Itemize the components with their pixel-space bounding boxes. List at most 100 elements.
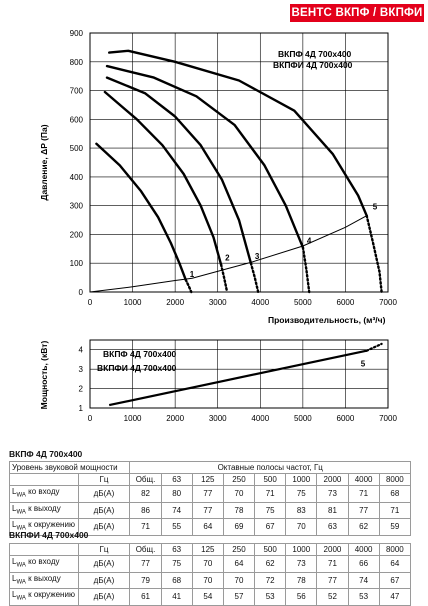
y-tick-label: 200: [70, 230, 84, 239]
row-value-cell: 68: [378, 485, 412, 503]
row-value-cell: 64: [191, 518, 224, 536]
row-value-cell: 56: [285, 588, 318, 606]
table-row: LWA ко входу дБ(А) 77 75 70 64 62 73 71 66 64: [9, 555, 412, 573]
power-y-tick-label: 3: [79, 365, 84, 374]
row-unit-cell: дБ(А): [77, 501, 131, 520]
legend-text-vkpf: ВКПФ 4Д 700х400: [278, 49, 352, 59]
table-header-row: Гц Общ. 63 125 250 500 1000 2000 4000 8000: [9, 473, 412, 486]
row-value-cell: 70: [191, 555, 224, 573]
table-header-cell: 2000: [316, 473, 349, 486]
fan-curve-3: [105, 76, 253, 265]
row-value-cell: 81: [316, 501, 349, 520]
row-label-text: к выходу: [25, 573, 61, 583]
fan-curve-3-dotted: [249, 262, 260, 294]
fan-curve-1-dotted: [184, 278, 193, 294]
power-x-tick-label: 2000: [166, 414, 184, 423]
row-value-cell: 77: [191, 485, 224, 503]
row-value-cell: 75: [160, 555, 193, 573]
x-tick-label: 0: [88, 298, 93, 307]
table-header-cell: 125: [191, 473, 224, 486]
table-header-cell: 8000: [378, 543, 412, 556]
x-tick-label: 7000: [379, 298, 397, 307]
row-value-cell: 75: [254, 501, 287, 520]
power-legend-text-vkpfi: ВКПФИ 4Д 700х400: [97, 363, 177, 373]
row-value-cell: 77: [347, 501, 380, 520]
row-value-cell: 53: [347, 588, 380, 606]
row-label-main: L: [12, 503, 17, 513]
y-tick-label: 100: [70, 259, 84, 268]
table-caption-right: Октавные полосы частот, Гц: [129, 461, 411, 474]
y-tick-label: 500: [70, 144, 84, 153]
row-value-cell: 77: [129, 555, 162, 573]
row-value-cell: 62: [254, 555, 287, 573]
table-header-cell: Гц: [77, 543, 131, 556]
x-axis-label: Производительность, (м³/ч): [268, 315, 386, 325]
table-corner-cell: [9, 543, 79, 556]
table-corner-cell: [9, 473, 79, 486]
row-label-text: ко входу: [25, 557, 60, 566]
row-value-cell: 75: [285, 485, 318, 503]
row-value-cell: 53: [254, 588, 287, 606]
row-label-subscript: WA: [16, 595, 26, 602]
row-label-text: ко входу: [25, 487, 60, 496]
table-title-vkpfi: ВКПФИ 4Д 700х400: [9, 530, 89, 540]
row-label-subscript: WA: [16, 579, 26, 586]
row-label: LWA ко входу: [9, 485, 79, 503]
row-value-cell: 64: [378, 555, 412, 573]
row-value-cell: 70: [222, 485, 256, 503]
row-value-cell: 79: [129, 571, 162, 590]
row-value-cell: 59: [378, 518, 412, 536]
row-value-cell: 54: [191, 588, 224, 606]
table-header-cell: Общ.: [129, 543, 162, 556]
y-tick-label: 800: [70, 58, 84, 67]
row-label-subscript: WA: [16, 492, 26, 499]
legend-text-vkpfi: ВКПФИ 4Д 700х400: [273, 60, 353, 70]
table-header-row: Гц Общ. 63 125 250 500 1000 2000 4000 8000: [9, 543, 412, 556]
row-label-text: к выходу: [25, 503, 61, 513]
y-axis-label: Давление, ΔP (Па): [39, 124, 49, 200]
row-unit-cell: дБ(А): [77, 571, 131, 590]
table-title-vkpf: ВКПФ 4Д 700х400: [9, 449, 83, 459]
y-tick-label: 0: [79, 288, 84, 297]
power-x-tick-label: 3000: [209, 414, 227, 423]
row-value-cell: 71: [378, 501, 412, 520]
power-x-tick-label: 6000: [337, 414, 355, 423]
table-header-cell: 500: [254, 473, 287, 486]
table-header-cell: 2000: [316, 543, 349, 556]
x-tick-label: 2000: [166, 298, 184, 307]
row-value-cell: 47: [378, 588, 412, 606]
row-label-subscript: WA: [16, 525, 26, 532]
row-value-cell: 82: [129, 485, 162, 503]
curve-label-5: 5: [373, 203, 378, 212]
table-header-cell: Общ.: [129, 473, 162, 486]
fan-curve-2-dotted: [219, 263, 229, 294]
row-value-cell: 69: [222, 518, 256, 536]
row-unit-cell: дБ(А): [77, 555, 131, 573]
y-tick-label: 900: [70, 29, 84, 38]
sound-table-vkpfi: Гц Общ. 63 125 250 500 1000 2000 4000 8000 LWA ко …: [9, 543, 412, 606]
table-header-cell: 4000: [347, 473, 380, 486]
row-value-cell: 66: [347, 555, 380, 573]
row-value-cell: 68: [160, 571, 193, 590]
row-value-cell: 67: [254, 518, 287, 536]
row-value-cell: 70: [222, 571, 256, 590]
table-row: LWA к окружению дБ(А) 71 55 64 69 67 70 63 62 59: [9, 518, 412, 536]
power-legend-text-vkpf: ВКПФ 4Д 700х400: [103, 349, 177, 359]
table-header-cell: Гц: [77, 473, 131, 486]
fan-curve-4: [105, 64, 305, 249]
row-value-cell: 64: [222, 555, 256, 573]
row-label-subscript: WA: [16, 562, 26, 569]
power-x-tick-label: 5000: [294, 414, 312, 423]
curve-label-2: 2: [225, 254, 230, 263]
row-label-text: к окружению: [25, 520, 75, 530]
curve-label-4: 4: [307, 236, 312, 245]
table-caption-left: Уровень звуковой мощности: [8, 461, 131, 474]
power-y-tick-label: 1: [79, 404, 84, 413]
row-value-cell: 73: [285, 555, 318, 573]
y-tick-label: 400: [70, 173, 84, 182]
row-unit-cell: дБ(А): [77, 588, 131, 606]
table-header-cell: 8000: [378, 473, 412, 486]
curve-label-3: 3: [255, 252, 260, 261]
power-y-axis-label: Мощность, (кВт): [39, 341, 49, 410]
table-caption-row: Уровень звуковой мощности Октавные полосы…: [8, 461, 411, 474]
